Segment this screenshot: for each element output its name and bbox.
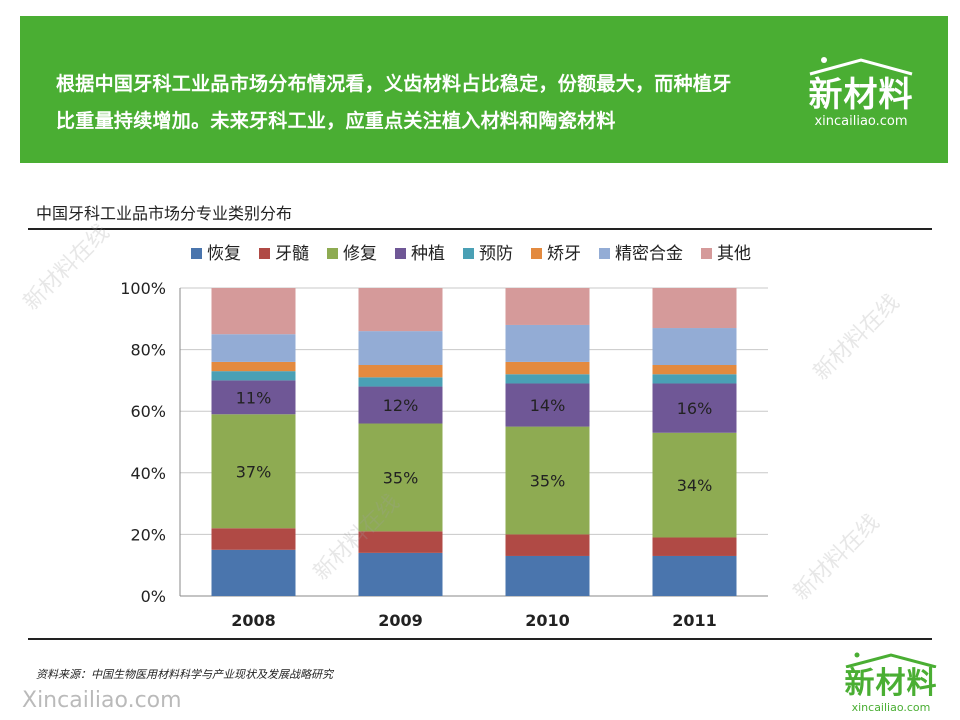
x-tick-label: 2010 bbox=[525, 611, 570, 630]
roof-icon bbox=[845, 652, 937, 668]
brand-logo: 新材料 xincailiao.com bbox=[796, 56, 926, 130]
logo-url: xincailiao.com bbox=[814, 114, 908, 129]
data-label: 11% bbox=[236, 388, 272, 407]
bar-segment bbox=[505, 361, 590, 375]
divider-top bbox=[28, 228, 932, 230]
bar-segment bbox=[652, 432, 737, 538]
bar-segment bbox=[358, 377, 443, 387]
brand-logo-footer: 新材料 xincailiao.com bbox=[836, 652, 946, 716]
bar-segment bbox=[652, 288, 737, 329]
legend-label: 恢复 bbox=[207, 244, 241, 264]
data-label: 35% bbox=[530, 472, 566, 491]
legend-swatch bbox=[531, 248, 542, 259]
bar-segment bbox=[211, 414, 296, 529]
bar-segment bbox=[505, 374, 590, 384]
watermark-url: Xincailiao.com bbox=[22, 688, 182, 713]
bar-segment bbox=[211, 371, 296, 381]
legend-swatch bbox=[395, 248, 406, 259]
x-tick-label: 2008 bbox=[231, 611, 276, 630]
chart-section-title: 中国牙科工业品市场分专业类别分布 bbox=[36, 204, 293, 223]
banner-text-line-1: 根据中国牙科工业品市场分布情况看，义齿材料占比稳定，份额最大，而种植牙 bbox=[56, 73, 732, 95]
bar-segment bbox=[358, 386, 443, 424]
bar-segment bbox=[358, 423, 443, 532]
legend-label: 矫牙 bbox=[547, 244, 581, 264]
legend-label: 预防 bbox=[479, 244, 513, 264]
bar-segment bbox=[211, 334, 296, 362]
bar-segment bbox=[211, 288, 296, 335]
data-label: 12% bbox=[383, 396, 419, 415]
bar-segment bbox=[211, 361, 296, 372]
legend-swatch bbox=[259, 248, 270, 259]
legend-swatch bbox=[701, 248, 712, 259]
bar-segment bbox=[358, 552, 443, 596]
bar-segment bbox=[652, 374, 737, 384]
y-tick-label: 20% bbox=[130, 525, 166, 544]
header-banner: 根据中国牙科工业品市场分布情况看，义齿材料占比稳定，份额最大，而种植牙 比重量持… bbox=[20, 16, 948, 163]
data-label: 34% bbox=[677, 476, 713, 495]
data-label: 35% bbox=[383, 468, 419, 487]
y-tick-label: 100% bbox=[120, 279, 166, 298]
bar-segment bbox=[505, 534, 590, 556]
logo-wordmark: 新材料 bbox=[808, 75, 914, 115]
legend-label: 其他 bbox=[717, 244, 751, 264]
legend-swatch bbox=[463, 248, 474, 259]
bar-segment bbox=[358, 531, 443, 553]
bar-segment bbox=[358, 331, 443, 365]
bar-segment bbox=[652, 328, 737, 365]
legend-swatch bbox=[191, 248, 202, 259]
bar-segment bbox=[652, 365, 737, 375]
y-tick-label: 40% bbox=[130, 464, 166, 483]
banner-text: 根据中国牙科工业品市场分布情况看，义齿材料占比稳定，份额最大，而种植牙 比重量持… bbox=[56, 66, 816, 140]
divider-bottom bbox=[28, 638, 932, 640]
legend-label: 种植 bbox=[411, 244, 445, 264]
bar-segment bbox=[211, 549, 296, 596]
y-tick-label: 80% bbox=[130, 341, 166, 360]
legend-swatch bbox=[327, 248, 338, 259]
bar-segment bbox=[505, 288, 590, 325]
x-tick-label: 2009 bbox=[378, 611, 423, 630]
bar-segment bbox=[505, 324, 590, 362]
bar-segment bbox=[652, 383, 737, 433]
roof-icon bbox=[809, 57, 913, 76]
legend-label: 修复 bbox=[343, 244, 377, 264]
data-label: 14% bbox=[530, 396, 566, 415]
bar-segment bbox=[505, 426, 590, 535]
bar-segment bbox=[652, 537, 737, 556]
bar-segment bbox=[505, 383, 590, 427]
bar-segment bbox=[358, 365, 443, 378]
bar-segment bbox=[358, 288, 443, 332]
legend-label: 精密合金 bbox=[615, 244, 683, 264]
y-tick-label: 60% bbox=[130, 402, 166, 421]
bar-segment bbox=[211, 528, 296, 550]
legend-label: 牙髓 bbox=[275, 244, 309, 264]
data-label: 16% bbox=[677, 399, 713, 418]
source-note: 资料来源：中国生物医用材料科学与产业现状及发展战略研究 bbox=[36, 668, 333, 681]
bar-segment bbox=[505, 555, 590, 596]
logo-url: xincailiao.com bbox=[851, 701, 931, 714]
data-label: 37% bbox=[236, 462, 272, 481]
legend-swatch bbox=[599, 248, 610, 259]
banner-text-line-2: 比重量持续增加。未来牙科工业，应重点关注植入材料和陶瓷材料 bbox=[56, 110, 616, 132]
x-tick-label: 2011 bbox=[672, 611, 717, 630]
bar-segment bbox=[652, 555, 737, 596]
logo-wordmark: 新材料 bbox=[844, 666, 938, 701]
bar-segment bbox=[211, 380, 296, 415]
y-tick-label: 0% bbox=[141, 587, 166, 606]
